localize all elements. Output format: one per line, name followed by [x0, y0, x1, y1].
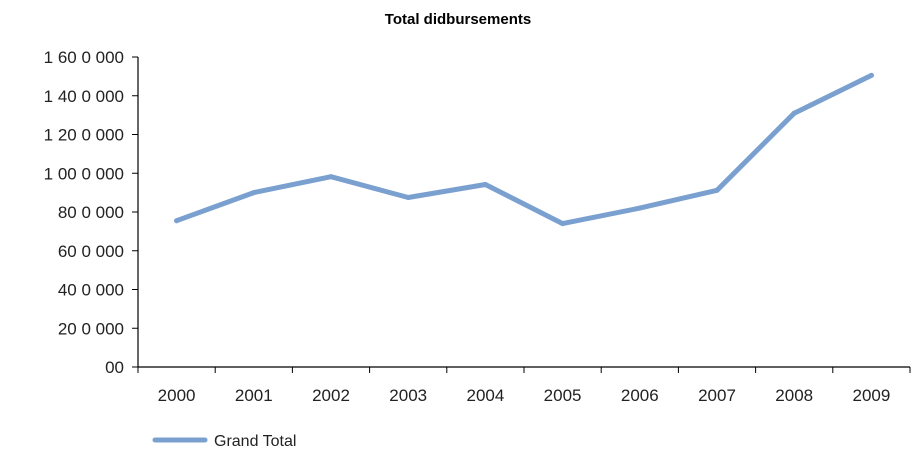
y-axis-ticks: 00 20 0 000 40 0 000 60 0 000 80 0 000 1 00 0… [44, 48, 138, 377]
x-tick-label: 2005 [544, 386, 582, 405]
y-tick-label: 1 20 0 000 [44, 126, 124, 145]
y-tick-label: 60 0 000 [58, 242, 124, 261]
data-point [405, 194, 411, 200]
y-tick-label: 20 0 000 [58, 319, 124, 338]
x-tick-label: 2002 [312, 386, 350, 405]
data-point [174, 218, 180, 224]
y-tick-label: 1 00 0 000 [44, 164, 124, 183]
series-line-grand-total [174, 72, 874, 227]
chart-title: Total didbursements [385, 11, 531, 28]
data-point [560, 221, 566, 227]
data-point [328, 174, 334, 180]
data-point [791, 110, 797, 116]
x-tick-label: 2007 [698, 386, 736, 405]
x-tick-label: 2001 [235, 386, 273, 405]
y-tick-label: 00 [105, 358, 124, 377]
x-tick-label: 2004 [466, 386, 504, 405]
y-tick-label: 1 40 0 000 [44, 87, 124, 106]
data-point [482, 181, 488, 187]
data-point [251, 190, 257, 196]
x-tick-label: 2000 [158, 386, 196, 405]
series-layer [174, 72, 874, 227]
x-tick-label: 2009 [852, 386, 890, 405]
legend: Grand Total [152, 433, 296, 450]
x-tick-label: 2003 [389, 386, 427, 405]
x-tick-label: 2006 [621, 386, 659, 405]
x-tick-label: 2008 [775, 386, 813, 405]
x-axis-ticks: 2000 2001 2002 2003 2004 2005 2006 2007 2008 2009 [137, 367, 911, 405]
data-point [714, 187, 720, 193]
data-point [868, 72, 874, 78]
y-tick-label: 80 0 000 [58, 203, 124, 222]
y-tick-label: 1 60 0 000 [44, 48, 124, 67]
legend-label-grand-total: Grand Total [214, 433, 296, 450]
data-point [637, 205, 643, 211]
y-tick-label: 40 0 000 [58, 281, 124, 300]
